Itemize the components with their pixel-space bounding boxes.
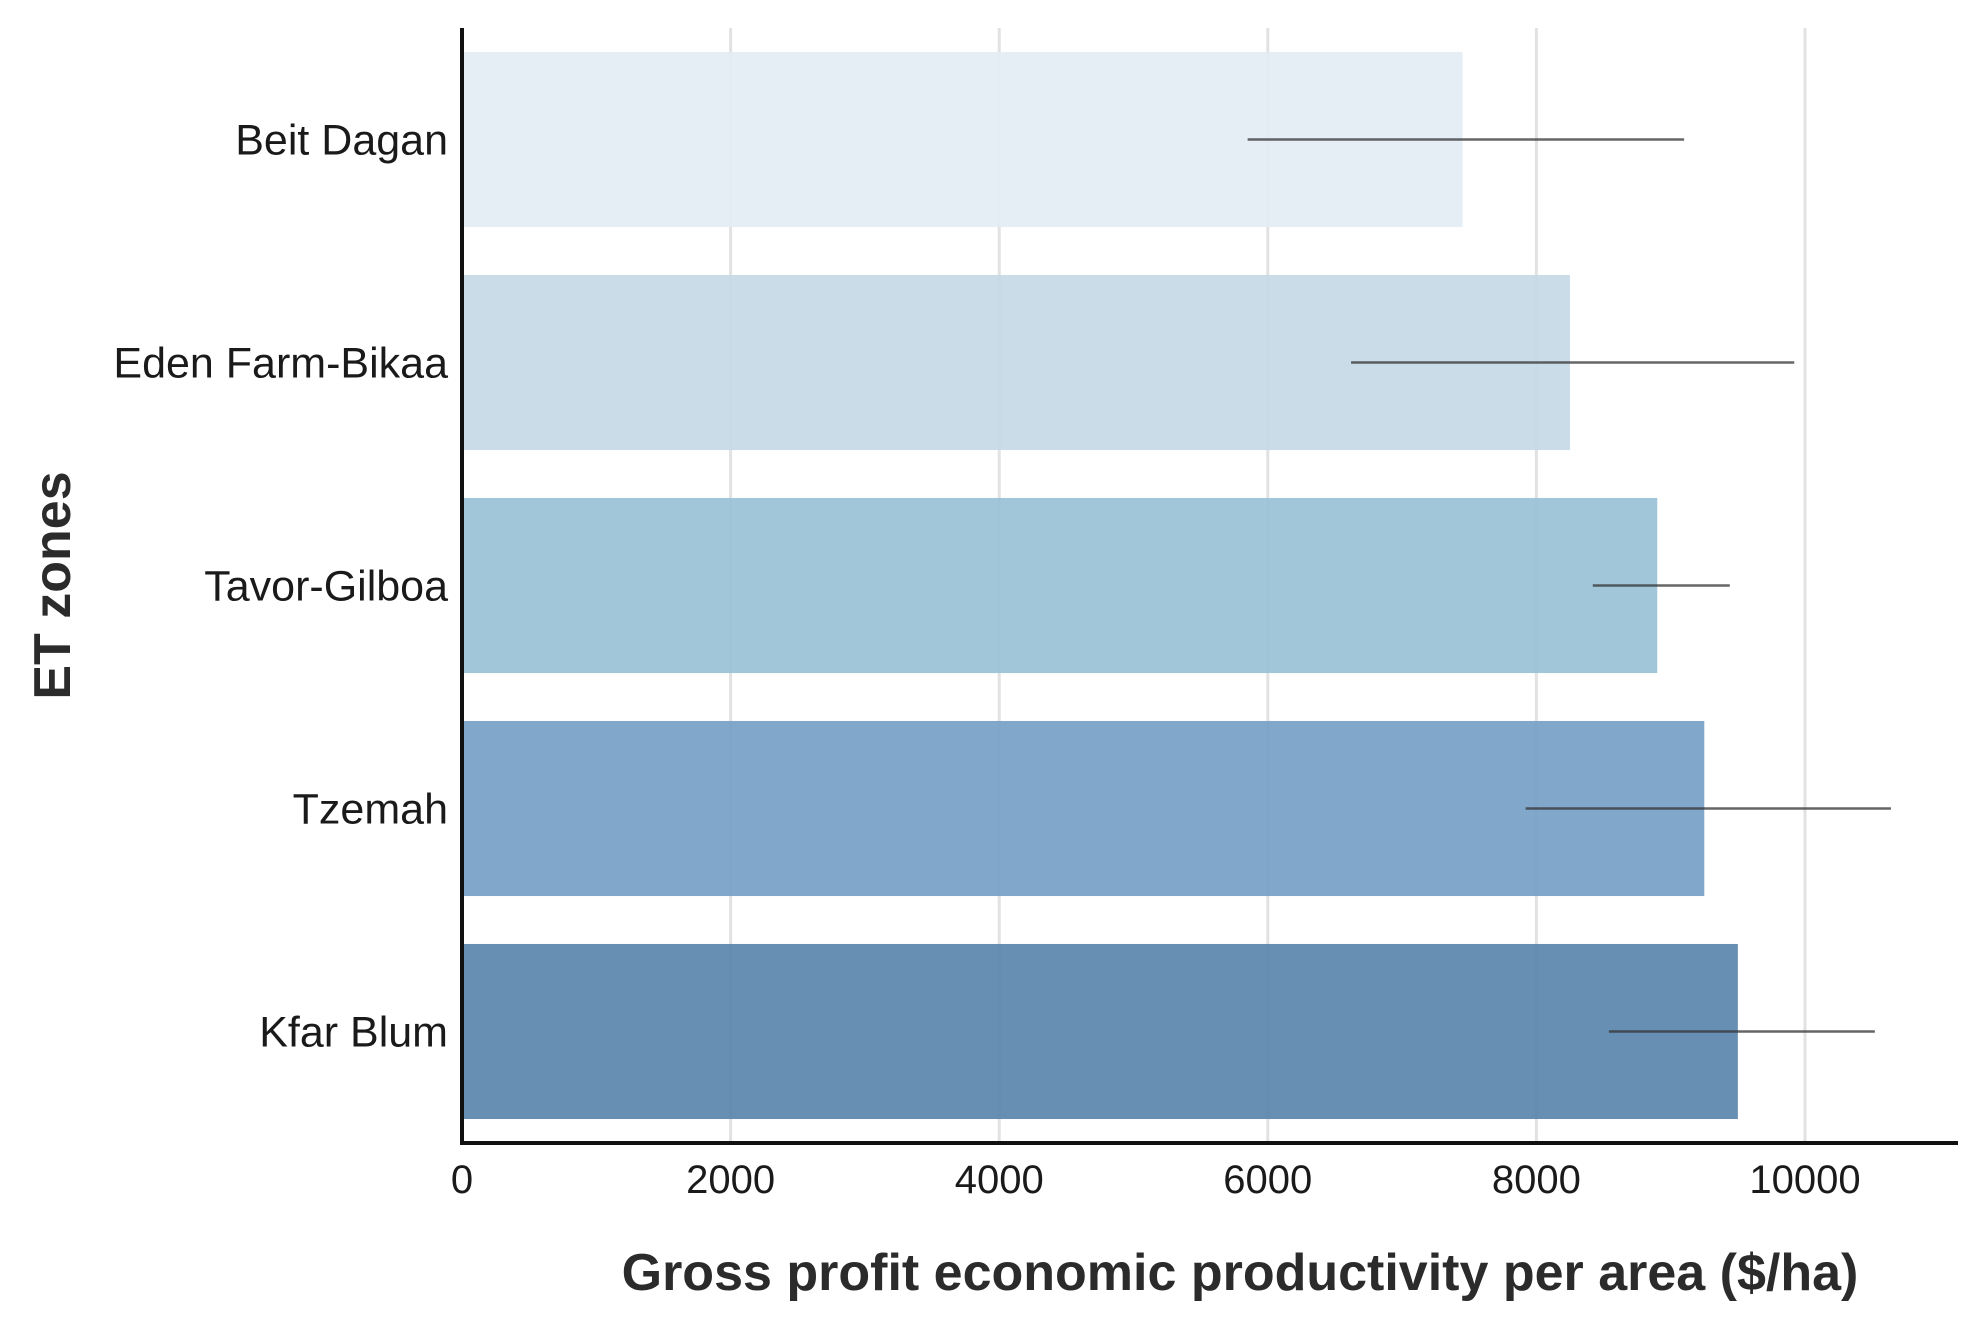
category-label-1: Eden Farm-Bikaa xyxy=(113,340,448,388)
y-axis-title: ET zones xyxy=(24,471,82,699)
x-tick-label-0: 0 xyxy=(451,1158,473,1202)
x-axis-title: Gross profit economic productivity per a… xyxy=(622,1244,1859,1302)
x-tick-label-2: 4000 xyxy=(955,1158,1044,1202)
category-label-4: Kfar Blum xyxy=(259,1009,448,1057)
x-tick-label-1: 2000 xyxy=(686,1158,775,1202)
category-label-3: Tzemah xyxy=(293,786,448,834)
x-tick-label-3: 6000 xyxy=(1223,1158,1312,1202)
category-label-2: Tavor-Gilboa xyxy=(204,563,448,611)
category-label-0: Beit Dagan xyxy=(235,117,448,165)
x-tick-label-5: 10000 xyxy=(1749,1158,1860,1202)
bar-4 xyxy=(462,943,1738,1120)
error-bars xyxy=(1247,138,1891,1033)
bars xyxy=(462,51,1738,1120)
category-labels: Beit Dagan Eden Farm-Bikaa Tavor-Gilboa Tze… xyxy=(113,117,448,1057)
bar-2 xyxy=(462,497,1658,674)
bar-3 xyxy=(462,720,1705,897)
x-tick-label-4: 8000 xyxy=(1492,1158,1581,1202)
axes xyxy=(460,28,1958,1145)
x-tick-labels: 0 2000 4000 6000 8000 10000 xyxy=(451,1158,1861,1202)
